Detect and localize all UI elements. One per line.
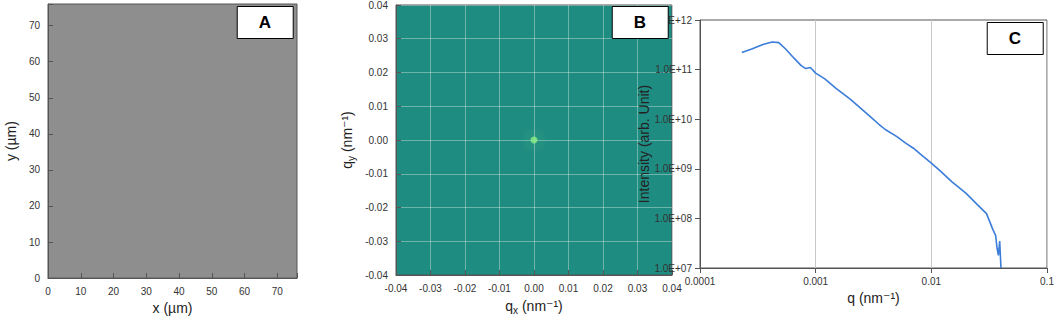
svg-text:q: q — [505, 298, 513, 314]
svg-text:x: x — [513, 304, 518, 316]
svg-text:1.0E+07: 1.0E+07 — [654, 263, 692, 274]
svg-text:0.01: 0.01 — [922, 276, 942, 287]
svg-text:0.0001: 0.0001 — [685, 276, 716, 287]
svg-text:-0.03: -0.03 — [419, 283, 442, 294]
svg-text:-0.02: -0.02 — [365, 202, 388, 213]
svg-text:-0.04: -0.04 — [385, 283, 408, 294]
svg-text:60: 60 — [29, 56, 41, 67]
svg-text:q: q — [339, 161, 355, 169]
svg-text:1.0E+08: 1.0E+08 — [654, 213, 692, 224]
svg-text:0.02: 0.02 — [593, 283, 613, 294]
svg-text:0.01: 0.01 — [369, 101, 389, 112]
svg-text:-0.01: -0.01 — [488, 283, 511, 294]
svg-text:(nm⁻¹): (nm⁻¹) — [339, 111, 355, 156]
svg-text:1.0E+09: 1.0E+09 — [654, 163, 692, 174]
svg-text:1.0E+10: 1.0E+10 — [654, 114, 692, 125]
svg-text:0.01: 0.01 — [559, 283, 579, 294]
svg-text:y (µm): y (µm) — [3, 121, 19, 161]
svg-text:A: A — [259, 13, 271, 32]
svg-text:70: 70 — [29, 20, 41, 31]
svg-text:0.04: 0.04 — [369, 0, 389, 11]
svg-text:20: 20 — [29, 200, 41, 211]
svg-text:30: 30 — [29, 164, 41, 175]
svg-text:y: y — [345, 156, 357, 161]
svg-text:60: 60 — [239, 286, 251, 297]
svg-text:B: B — [634, 13, 646, 32]
svg-text:0.00: 0.00 — [369, 135, 389, 146]
svg-text:0: 0 — [45, 286, 51, 297]
svg-text:0.001: 0.001 — [803, 276, 828, 287]
svg-text:C: C — [1009, 29, 1021, 48]
svg-text:-0.03: -0.03 — [365, 236, 388, 247]
svg-text:0.03: 0.03 — [628, 283, 648, 294]
svg-text:50: 50 — [29, 92, 41, 103]
svg-text:20: 20 — [108, 286, 120, 297]
svg-text:30: 30 — [141, 286, 153, 297]
svg-text:10: 10 — [75, 286, 87, 297]
svg-text:x (µm): x (µm) — [153, 300, 193, 316]
svg-text:q (nm⁻¹): q (nm⁻¹) — [847, 290, 900, 306]
svg-text:0.04: 0.04 — [662, 283, 682, 294]
svg-text:10: 10 — [29, 237, 41, 248]
svg-text:Intensity (arb. Unit): Intensity (arb. Unit) — [636, 85, 652, 203]
svg-text:70: 70 — [272, 286, 284, 297]
svg-text:1.0E+12: 1.0E+12 — [654, 14, 692, 26]
svg-text:(nm⁻¹): (nm⁻¹) — [518, 298, 563, 314]
svg-text:40: 40 — [29, 128, 41, 139]
svg-text:-0.02: -0.02 — [454, 283, 477, 294]
svg-text:-0.04: -0.04 — [365, 270, 388, 281]
svg-text:0.03: 0.03 — [369, 33, 389, 44]
svg-text:50: 50 — [206, 286, 218, 297]
svg-text:0.1: 0.1 — [1040, 276, 1054, 287]
svg-text:0.02: 0.02 — [369, 67, 389, 78]
svg-text:0.00: 0.00 — [524, 283, 544, 294]
svg-text:-0.01: -0.01 — [365, 168, 388, 179]
svg-text:0: 0 — [34, 273, 40, 284]
svg-text:1.0E+11: 1.0E+11 — [655, 64, 692, 75]
svg-text:40: 40 — [173, 286, 185, 297]
